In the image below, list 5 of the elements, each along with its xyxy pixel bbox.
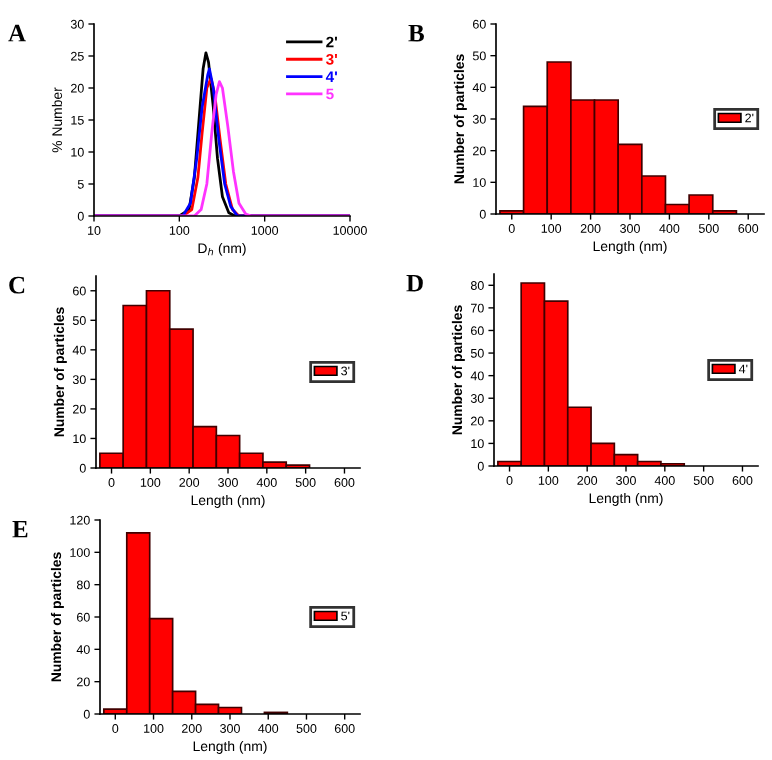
chart-title: A bbox=[8, 24, 26, 42]
chart-title: B bbox=[408, 24, 424, 42]
chart-title: E bbox=[12, 520, 28, 538]
chart-title: D bbox=[406, 274, 423, 292]
chart-title: C bbox=[9, 276, 25, 294]
